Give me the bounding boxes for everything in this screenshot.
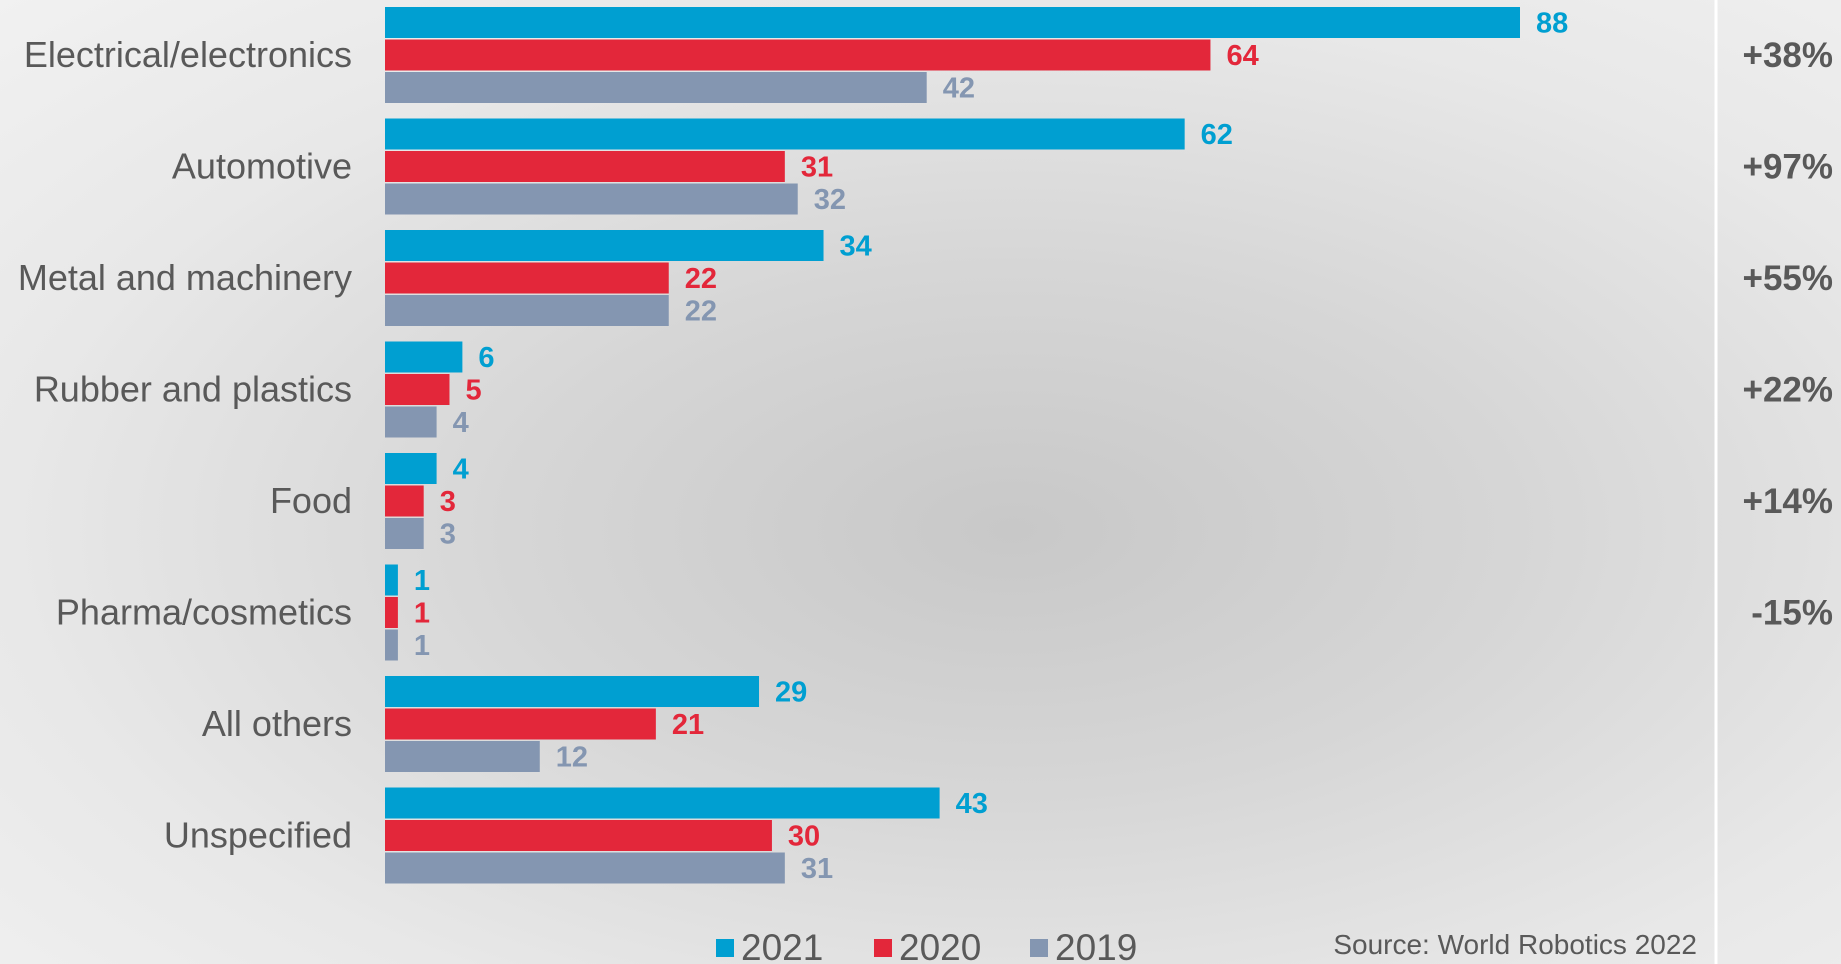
data-label: 22: [685, 263, 717, 295]
data-label: 3: [440, 486, 456, 518]
bar-2019-rubber-and-plastics: [385, 406, 437, 438]
bar-2021-electrical-electronics: [385, 7, 1520, 38]
legend-label-2020: 2020: [899, 927, 981, 964]
category-label: Pharma/cosmetics: [56, 592, 352, 633]
data-label: 88: [1536, 8, 1568, 40]
data-label: 31: [801, 152, 833, 184]
bar-2021-rubber-and-plastics: [385, 341, 463, 373]
bar-2020-unspecified: [385, 820, 772, 851]
bar-2019-food: [385, 518, 424, 549]
bar-2021-all-others: [385, 676, 760, 707]
data-label: 34: [840, 231, 872, 263]
category-label: Unspecified: [164, 815, 352, 856]
data-label: 12: [556, 742, 588, 774]
growth-label: +55%: [1743, 259, 1834, 298]
data-label: 29: [775, 677, 807, 709]
data-label: 1: [414, 598, 430, 630]
bar-2019-metal-and-machinery: [385, 295, 669, 326]
labels-layer: Electrical/electronics886442+38%Automoti…: [18, 8, 1833, 886]
bar-2020-rubber-and-plastics: [385, 374, 450, 405]
bar-2021-unspecified: [385, 787, 940, 819]
data-label: 5: [465, 375, 481, 407]
bar-2020-electrical-electronics: [385, 39, 1211, 71]
bar-2020-metal-and-machinery: [385, 262, 669, 294]
data-label: 21: [672, 709, 704, 741]
bar-2021-food: [385, 453, 437, 484]
category-label: All others: [202, 703, 352, 744]
data-label: 32: [814, 184, 846, 216]
data-label: 43: [956, 788, 988, 820]
bar-2020-pharma-cosmetics: [385, 597, 398, 628]
data-label: 4: [453, 454, 469, 486]
bar-2019-unspecified: [385, 852, 785, 884]
category-label: Automotive: [172, 146, 352, 187]
data-label: 1: [414, 565, 430, 597]
legend-swatch-2020: [874, 939, 892, 957]
legend-label-2021: 2021: [741, 927, 823, 964]
growth-label: +14%: [1743, 482, 1834, 521]
bar-2019-electrical-electronics: [385, 72, 927, 103]
data-label: 30: [788, 821, 820, 853]
bar-2019-all-others: [385, 741, 540, 772]
growth-label: +38%: [1743, 36, 1834, 75]
bar-2020-automotive: [385, 151, 785, 182]
data-label: 6: [478, 342, 494, 374]
data-label: 4: [453, 407, 469, 439]
bar-2021-pharma-cosmetics: [385, 564, 398, 596]
data-label: 62: [1201, 119, 1233, 151]
category-label: Food: [270, 480, 352, 521]
category-label: Electrical/electronics: [24, 34, 352, 75]
bar-2021-metal-and-machinery: [385, 230, 824, 261]
legend-swatch-2021: [716, 939, 734, 957]
bar-2020-all-others: [385, 708, 656, 740]
growth-label: +22%: [1743, 371, 1834, 410]
bar-2021-automotive: [385, 118, 1185, 150]
bar-2019-pharma-cosmetics: [385, 629, 398, 661]
data-label: 3: [440, 519, 456, 551]
data-label: 1: [414, 630, 430, 662]
source-note: Source: World Robotics 2022: [1333, 929, 1697, 960]
growth-label: +97%: [1743, 148, 1834, 187]
legend: 2021 2020 2019: [716, 927, 1137, 964]
bars-layer: [385, 7, 1520, 884]
category-label: Metal and machinery: [18, 257, 352, 298]
bar-2020-food: [385, 485, 424, 517]
data-label: 42: [943, 73, 975, 105]
legend-label-2019: 2019: [1055, 927, 1137, 964]
data-label: 31: [801, 853, 833, 885]
data-label: 22: [685, 296, 717, 328]
data-label: 64: [1226, 40, 1258, 72]
category-label: Rubber and plastics: [34, 369, 352, 410]
growth-label: -15%: [1751, 594, 1833, 633]
bar-2019-automotive: [385, 183, 798, 215]
legend-swatch-2019: [1030, 939, 1048, 957]
